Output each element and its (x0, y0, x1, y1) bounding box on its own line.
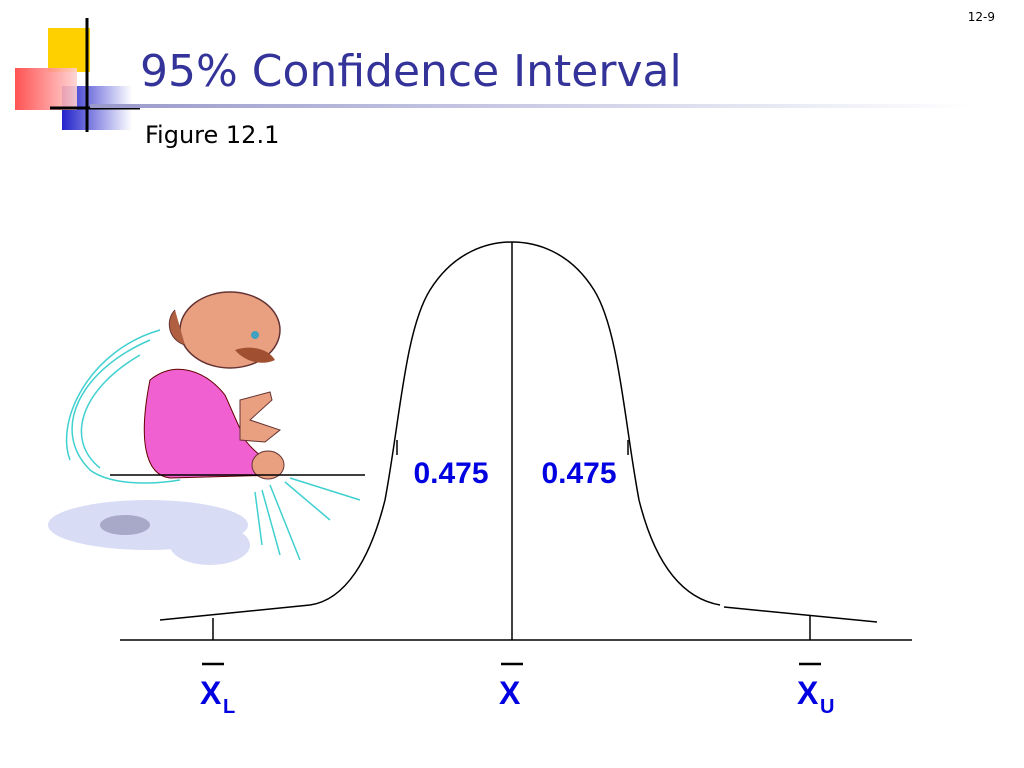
logo (15, 18, 140, 132)
axis-subscript: U (820, 696, 834, 718)
normal-curve (120, 241, 912, 641)
axis-symbol: X (200, 675, 222, 711)
axis-symbol: X (499, 675, 521, 711)
slide-title: 95% Confidence Interval (140, 46, 682, 97)
cartoon (48, 291, 365, 565)
slide-number: 12-9 (968, 10, 995, 24)
axis-symbol: X (797, 675, 819, 711)
area-label: 0.475 (413, 457, 488, 490)
area-label: 0.475 (541, 457, 616, 490)
subtitle: Figure 12.1 (145, 121, 279, 149)
axis-subscript: L (223, 696, 235, 718)
title-rule (90, 104, 970, 108)
